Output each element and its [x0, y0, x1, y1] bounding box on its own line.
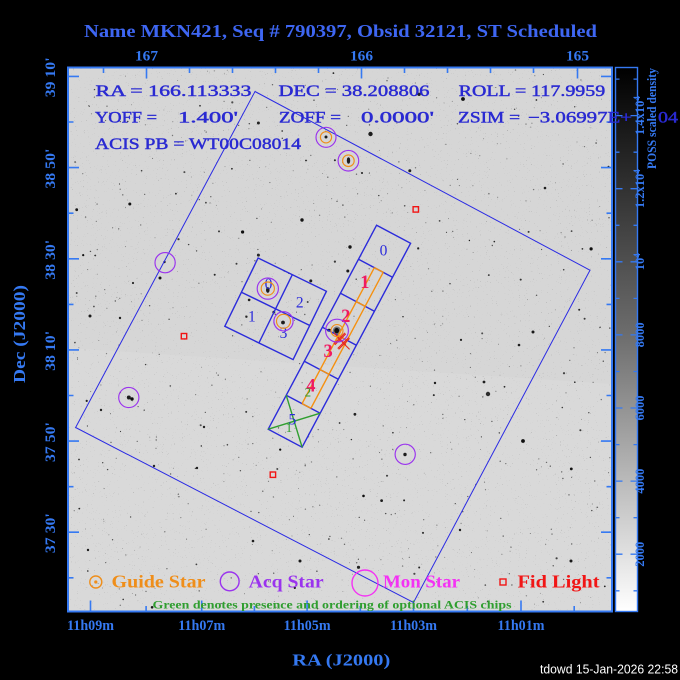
svg-text:ROLL = 117.9959: ROLL = 117.9959 — [459, 83, 606, 100]
svg-text:166: 166 — [350, 49, 373, 65]
svg-text:39 10': 39 10' — [43, 57, 59, 97]
svg-text:ZSIM =: ZSIM = — [458, 110, 520, 127]
svg-text:3: 3 — [280, 325, 288, 342]
svg-text:1.2x104: 1.2x104 — [632, 169, 647, 208]
svg-text:5: 5 — [289, 412, 297, 429]
svg-text:37 30': 37 30' — [43, 513, 59, 553]
svg-text:11h01m: 11h01m — [498, 618, 545, 634]
svg-text:Acq Star: Acq Star — [249, 572, 324, 592]
svg-text:4: 4 — [306, 376, 315, 396]
svg-text:38 50': 38 50' — [43, 149, 59, 189]
svg-text:11h09m: 11h09m — [67, 618, 114, 634]
svg-text:YOFF =: YOFF = — [95, 110, 157, 127]
svg-text:38 30': 38 30' — [43, 240, 59, 280]
svg-text:Fid Light: Fid Light — [518, 572, 600, 592]
svg-text:1: 1 — [286, 420, 293, 435]
svg-text:Name MKN421, Seq # 790397, Obs: Name MKN421, Seq # 790397, Obsid 32121, … — [84, 21, 597, 41]
svg-text:38 10': 38 10' — [43, 331, 59, 371]
svg-text:04: 04 — [658, 110, 678, 127]
svg-text:2: 2 — [305, 385, 312, 400]
svg-text:2: 2 — [341, 307, 350, 327]
svg-text:1.400': 1.400' — [178, 110, 238, 127]
svg-text:Guide Star: Guide Star — [112, 572, 206, 592]
svg-text:1: 1 — [360, 273, 369, 293]
svg-text:3: 3 — [323, 342, 332, 362]
svg-text:6000: 6000 — [633, 396, 647, 421]
svg-text:ZOFF =: ZOFF = — [279, 110, 341, 127]
svg-text:ACIS PB = WT00C08014: ACIS PB = WT00C08014 — [95, 136, 301, 153]
svg-text:0.0000': 0.0000' — [361, 110, 434, 127]
svg-text:0: 0 — [265, 276, 273, 293]
svg-text:4000: 4000 — [633, 469, 647, 494]
svg-text:RA (J2000): RA (J2000) — [292, 651, 390, 670]
svg-text:167: 167 — [135, 49, 158, 65]
svg-text:Dec (J2000): Dec (J2000) — [10, 285, 29, 383]
svg-text:8000: 8000 — [633, 322, 647, 347]
svg-text:2: 2 — [296, 294, 304, 311]
svg-text:−3.06997E+: −3.06997E+ — [528, 110, 632, 127]
svg-text:1: 1 — [248, 309, 256, 326]
svg-text:11h07m: 11h07m — [178, 618, 225, 634]
svg-text:37 50': 37 50' — [43, 422, 59, 462]
svg-text:2000: 2000 — [633, 542, 647, 567]
svg-text:Green denotes presence and ord: Green denotes presence and ordering of o… — [153, 600, 513, 612]
svg-text:1.4x104: 1.4x104 — [632, 96, 647, 135]
svg-text:11h05m: 11h05m — [284, 618, 331, 634]
svg-text:DEC = 38.208806: DEC = 38.208806 — [279, 83, 430, 100]
svg-text:Mon Star: Mon Star — [383, 572, 460, 592]
svg-text:0: 0 — [380, 242, 388, 259]
svg-text:11h03m: 11h03m — [390, 618, 437, 634]
svg-text:tdowd 15-Jan-2026 22:58: tdowd 15-Jan-2026 22:58 — [540, 663, 678, 677]
svg-text:POSS scaled density: POSS scaled density — [644, 68, 659, 169]
svg-text:RA = 166.113333: RA = 166.113333 — [96, 83, 252, 100]
svg-text:165: 165 — [566, 49, 589, 65]
